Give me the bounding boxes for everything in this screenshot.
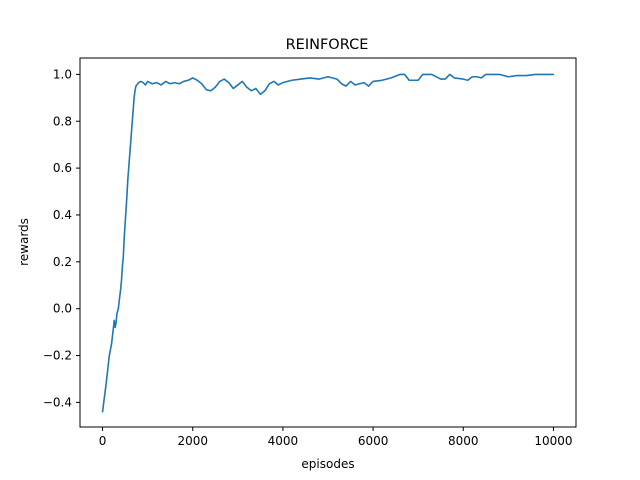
y-tick-label: −0.2 — [43, 349, 72, 363]
plot-area — [101, 73, 555, 413]
y-tick-label: −0.4 — [43, 395, 72, 409]
y-tick-label: 0.6 — [53, 161, 72, 175]
y-axis: −0.4 −0.2 0.0 0.2 0.4 0.6 0.8 1.0 — [43, 67, 80, 409]
chart-title: REINFORCE — [286, 37, 369, 53]
y-tick-label: 0.2 — [53, 255, 72, 269]
x-tick-label: 2000 — [177, 434, 208, 448]
series-line-0 — [101, 73, 555, 413]
x-tick-label: 10000 — [534, 434, 572, 448]
x-axis-label: episodes — [301, 457, 354, 471]
y-tick-label: 1.0 — [53, 67, 72, 81]
y-tick-label: 0.0 — [53, 302, 72, 316]
x-tick-label: 4000 — [268, 434, 299, 448]
plot-frame — [79, 57, 577, 428]
y-axis-label: rewards — [17, 218, 31, 266]
y-tick-label: 0.8 — [53, 114, 72, 128]
y-tick-label: 0.4 — [53, 208, 72, 222]
x-tick-label: 6000 — [358, 434, 389, 448]
x-axis: 0 2000 4000 6000 8000 10000 — [99, 427, 573, 448]
x-tick-label: 0 — [99, 434, 107, 448]
x-tick-label: 8000 — [448, 434, 479, 448]
